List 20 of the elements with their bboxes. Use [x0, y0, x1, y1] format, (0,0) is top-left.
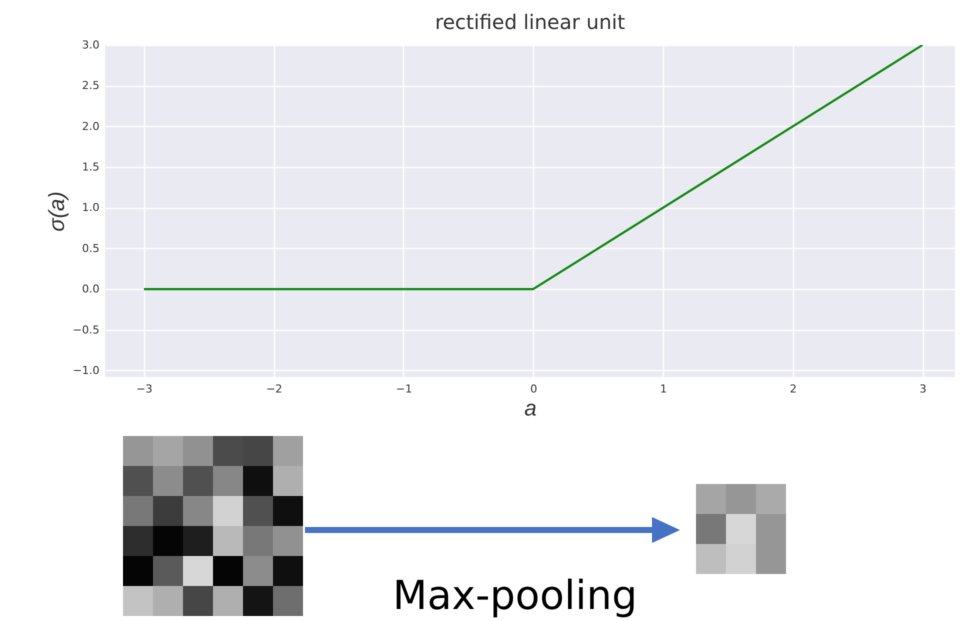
- y-tick-label: 3.0: [82, 38, 100, 52]
- x-tick-label: 1: [660, 382, 668, 396]
- x-tick-label: −1: [396, 382, 412, 396]
- x-tick-label: 3: [920, 382, 927, 396]
- y-tick-label: 2.5: [82, 79, 100, 92]
- y-tick-label: −0.5: [72, 323, 100, 336]
- text: Max-pooling: [392, 572, 638, 620]
- y-tick-label: 1.0: [82, 201, 100, 214]
- y-tick-label: 2.0: [82, 120, 100, 133]
- x-tick-label: 2: [790, 382, 797, 396]
- x-axis-title: a: [524, 396, 537, 420]
- y-tick-label: −1.0: [72, 364, 100, 377]
- x-tick-label: −3: [136, 382, 153, 396]
- y-axis-title: σ(a): [44, 191, 69, 232]
- chart-title: rectified linear unit: [434, 10, 626, 34]
- x-tick-label: −2: [266, 382, 282, 396]
- x-tick-label: 0: [530, 382, 538, 396]
- y-tick-label: 0.5: [82, 242, 100, 255]
- y-tick-label: 1.5: [82, 160, 100, 174]
- y-tick-label: 0.0: [82, 282, 100, 296]
